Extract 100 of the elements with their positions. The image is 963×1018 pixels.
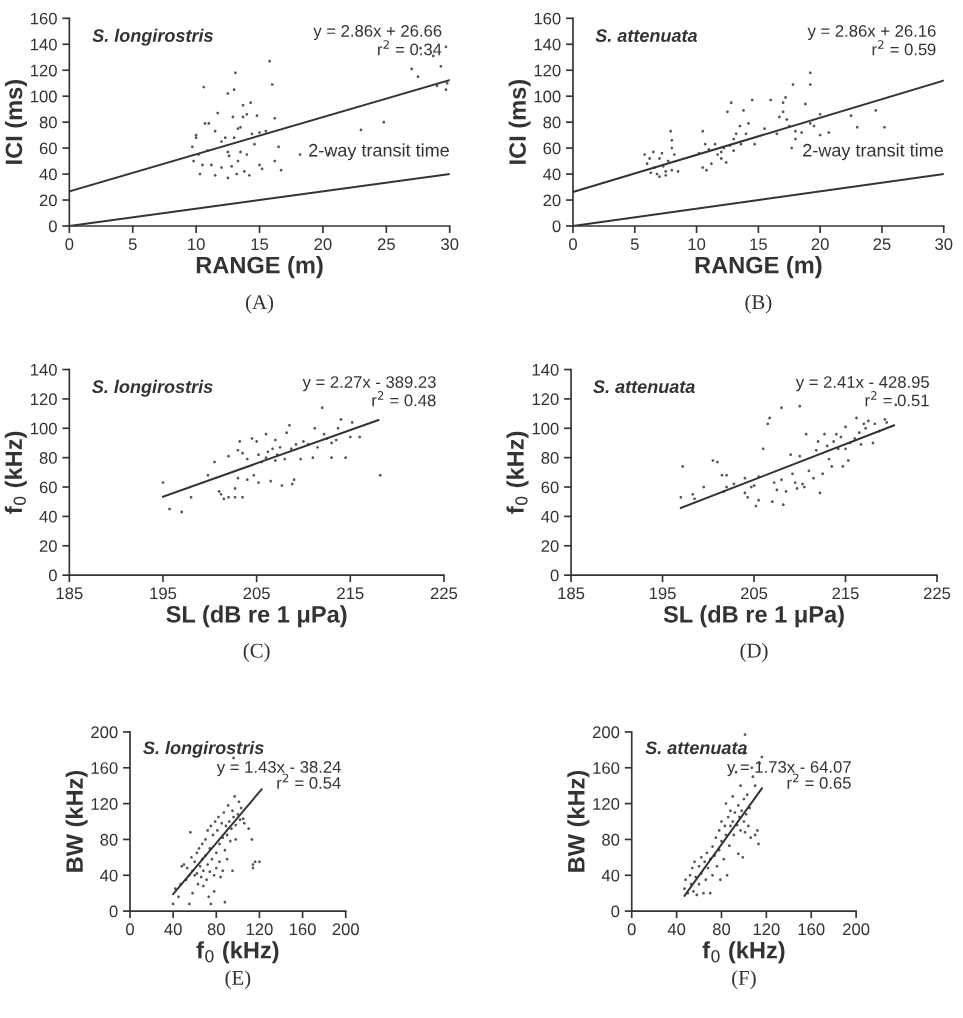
- x-tick-label: 40: [667, 923, 686, 936]
- x-axis-title: f$_{0}$ (kHz): [196, 941, 279, 964]
- y-tick-label: 60: [543, 142, 561, 155]
- x-tick-label: 80: [207, 923, 225, 936]
- x-tick-label: 195: [150, 587, 177, 600]
- x-tick-label: 200: [332, 923, 359, 936]
- x-tick-label: 160: [289, 923, 316, 936]
- y-tick-label: 160: [593, 762, 620, 774]
- x-tick-label: 40: [164, 923, 182, 936]
- x-axis-title: RANGE (m): [196, 256, 323, 279]
- y-axis-title: ICI (ms): [4, 80, 27, 164]
- x-tick-label: 0: [65, 238, 74, 251]
- y-tick-label: 100: [31, 422, 57, 435]
- y-tick-label: 140: [534, 38, 561, 51]
- chart-title: S. attenuata: [645, 741, 747, 755]
- y-tick-label: 80: [543, 116, 561, 129]
- y-tick-label: 60: [39, 481, 57, 494]
- x-tick-label: 205: [243, 587, 270, 600]
- y-tick-label: 0: [48, 220, 57, 233]
- y-tick-label: 80: [541, 452, 559, 464]
- series-label: 2-way transit time: [309, 143, 449, 161]
- x-tick-label: 20: [314, 238, 332, 251]
- x-axis-title: f$_{0}$ (kHz): [702, 941, 785, 964]
- y-tick-label: 40: [100, 869, 118, 882]
- text: (F): [732, 970, 756, 990]
- y-tick-label: 160: [91, 762, 118, 774]
- y-tick-label: 80: [100, 833, 118, 846]
- y-tick-label: 60: [541, 481, 559, 494]
- annotation: y = 2.86x + 26.16: [807, 24, 936, 41]
- y-tick-label: 120: [593, 798, 620, 810]
- text: (B): [745, 294, 772, 314]
- x-tick-label: 225: [923, 587, 951, 600]
- y-tick-label: 160: [534, 12, 561, 25]
- annotation: y = 2.27x - 389.23: [302, 376, 436, 392]
- y-tick-label: 80: [602, 833, 620, 846]
- x-tick-label: 185: [56, 587, 83, 600]
- x-tick-label: 200: [843, 923, 870, 936]
- y-tick-label: 60: [39, 142, 57, 155]
- x-tick-label: 30: [935, 238, 953, 251]
- y-tick-label: 0: [552, 220, 561, 233]
- chart-title: S. attenuata: [595, 29, 698, 42]
- y-tick-label: 160: [31, 12, 57, 25]
- y-tick-label: 0: [611, 905, 620, 918]
- text: (E): [225, 970, 251, 990]
- x-tick-label: 0: [627, 923, 636, 936]
- y-tick-label: 80: [39, 116, 57, 129]
- y-tick-label: 20: [543, 194, 561, 207]
- annotation: r$^{2}$ = 0.59: [872, 40, 936, 56]
- x-tick-label: 120: [753, 923, 780, 936]
- x-tick-label: 160: [798, 923, 825, 936]
- x-axis-title: RANGE (m): [695, 256, 822, 279]
- y-tick-label: 100: [31, 90, 57, 103]
- y-axis-title: f$_{0}$ (kHz): [4, 431, 27, 514]
- x-tick-label: 5: [630, 238, 639, 251]
- text: S. longirostris: [92, 28, 213, 46]
- x-tick-label: 0: [569, 238, 577, 251]
- y-tick-label: 120: [532, 393, 559, 406]
- y-tick-label: 140: [31, 363, 57, 376]
- x-axis-title: SL (dB re 1 μPa): [663, 605, 844, 628]
- x-tick-label: 10: [688, 238, 706, 251]
- annotation: r$^{2}$ = 0.48: [372, 391, 436, 407]
- x-tick-label: 80: [712, 923, 731, 936]
- y-axis-title: f$_{0}$ (kHz): [506, 431, 529, 514]
- y-tick-label: 120: [31, 64, 57, 77]
- x-tick-label: 225: [430, 587, 458, 600]
- y-tick-label: 120: [534, 64, 561, 77]
- x-tick-label: 15: [251, 238, 269, 251]
- x-tick-label: 20: [811, 238, 829, 251]
- y-tick-label: 20: [39, 540, 57, 552]
- x-tick-label: 10: [188, 238, 205, 251]
- x-tick-label: 120: [246, 923, 273, 936]
- x-axis-title: SL (dB re 1 μPa): [166, 605, 347, 628]
- y-tick-label: 40: [601, 869, 620, 882]
- x-tick-label: 25: [377, 238, 395, 251]
- y-tick-label: 40: [39, 510, 57, 523]
- text: S. longirostris: [92, 379, 213, 397]
- y-tick-label: 120: [91, 798, 118, 810]
- y-tick-label: 200: [91, 726, 118, 739]
- chart-title: S. attenuata: [593, 380, 695, 394]
- x-tick-label: 0: [126, 923, 134, 936]
- x-tick-label: 30: [441, 238, 459, 251]
- y-tick-label: 200: [592, 726, 620, 739]
- x-tick-label: 215: [832, 587, 859, 600]
- y-tick-label: 0: [550, 569, 559, 582]
- text: (D): [740, 643, 768, 662]
- text: (C): [243, 643, 270, 662]
- y-axis-title: BW (kHz): [567, 770, 590, 872]
- x-tick-label: 195: [649, 587, 676, 600]
- annotation: y = 2.41x - 428.95: [795, 376, 929, 392]
- x-tick-label: 185: [558, 587, 585, 600]
- x-tick-label: 205: [740, 587, 768, 600]
- y-tick-label: 20: [541, 540, 559, 552]
- y-tick-label: 100: [534, 90, 561, 103]
- x-tick-label: 5: [128, 238, 137, 251]
- y-tick-label: 0: [109, 905, 118, 918]
- series-label: 2-way transit time: [803, 143, 943, 161]
- y-tick-label: 140: [31, 38, 57, 51]
- y-tick-label: 100: [532, 422, 559, 435]
- x-tick-label: 215: [337, 587, 364, 600]
- annotation: y = 2.86x + 26.66: [313, 24, 442, 41]
